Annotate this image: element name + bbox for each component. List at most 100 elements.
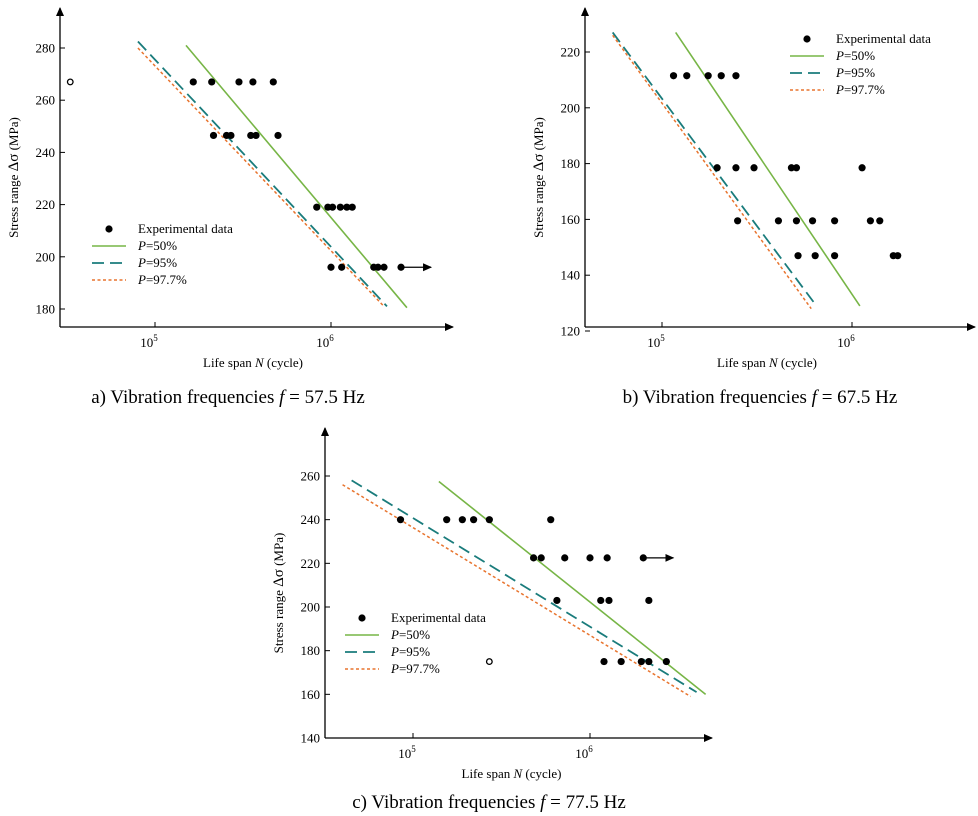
y-tick-label: 260 (36, 93, 56, 108)
data-point (683, 72, 691, 80)
legend-label-p50: P=50% (835, 48, 875, 63)
legend-label-experimental: Experimental data (138, 221, 233, 236)
data-point (209, 131, 218, 140)
p95-line (351, 479, 698, 693)
data-point (537, 554, 545, 562)
data-point (787, 164, 796, 172)
y-tick-label: 160 (301, 687, 321, 702)
data-point (252, 131, 260, 140)
data-point (269, 78, 277, 86)
data-point (645, 596, 653, 605)
data-point (717, 72, 725, 80)
data-point (713, 164, 721, 172)
legend-label-p977: P=97.7% (390, 661, 440, 676)
data-point (794, 252, 802, 260)
legend: Experimental data P=50% P=95% P=97.7% (345, 610, 486, 676)
y-tick-label: 180 (36, 302, 56, 317)
y-axis-label: Stress range Δσ (MPa) (6, 117, 22, 238)
data-point (327, 263, 335, 271)
y-tick-label: 160 (561, 212, 581, 227)
data-point (894, 252, 902, 260)
y-tick-label: 200 (36, 249, 56, 264)
data-point (662, 657, 670, 666)
y-tick-label: 240 (301, 512, 321, 527)
data-point (336, 203, 344, 211)
y-tick-label: 260 (301, 469, 321, 484)
data-point (458, 516, 466, 524)
legend-label-p95: P=95% (835, 65, 875, 80)
legend-label-p50: P=50% (137, 238, 177, 253)
data-point (669, 72, 678, 80)
data-point (637, 657, 645, 666)
data-point (774, 217, 783, 225)
legend-label-p50: P=50% (390, 627, 430, 642)
chart-caption: c) Vibration frequencies f = 77.5 Hz (352, 792, 626, 813)
legend-label-p977: P=97.7% (835, 82, 885, 97)
data-point (328, 203, 337, 211)
data-point (605, 596, 613, 605)
data-point (831, 217, 839, 225)
data-point (617, 657, 625, 666)
data-point (374, 263, 382, 271)
data-point (704, 72, 712, 80)
x-axis-label: Life span N (cycle) (717, 355, 817, 370)
legend-marker-experimental (105, 225, 113, 233)
chart-caption: a) Vibration frequencies f = 57.5 Hz (91, 387, 365, 408)
data-point (396, 516, 405, 524)
x-tick-label: 106 (837, 333, 855, 350)
y-tick-label: 180 (301, 643, 321, 658)
legend-marker-experimental (803, 35, 811, 43)
data-point (645, 657, 653, 666)
p95-line (137, 40, 388, 308)
x-tick-label: 106 (575, 744, 593, 761)
data-point (189, 78, 197, 86)
data-point (247, 131, 255, 140)
p977-line (137, 47, 385, 307)
chart-caption: b) Vibration frequencies f = 67.5 Hz (623, 387, 898, 408)
data-point (600, 657, 608, 666)
x-tick-label: 105 (398, 744, 416, 761)
y-tick-label: 240 (36, 145, 56, 160)
data-point (380, 263, 388, 271)
y-tick-label: 180 (561, 156, 581, 171)
data-point (470, 516, 478, 524)
data-point (348, 203, 356, 211)
data-point (338, 263, 346, 271)
data-point (227, 131, 235, 140)
y-tick-label: 220 (561, 45, 581, 60)
data-point (597, 596, 605, 605)
y-tick-label: 200 (561, 100, 581, 115)
data-point (792, 164, 801, 172)
x-tick-label: 105 (140, 333, 158, 350)
legend: Experimental data P=50% P=95% P=97.7% (92, 221, 233, 287)
chart-b: 120 140 160 180 200 220 105 106 Life span N (cyc… (531, 7, 976, 408)
y-tick-label: 120 (561, 324, 581, 339)
data-point (443, 516, 451, 524)
data-point (603, 554, 611, 562)
open-data-point (485, 658, 493, 666)
x-tick-label: 106 (316, 333, 334, 350)
y-tick-label: 220 (301, 556, 321, 571)
data-point (553, 596, 561, 605)
chart-c: 140 160 180 200 220 240 260 105 106 Life span N (… (271, 427, 713, 813)
data-point (732, 72, 740, 80)
data-point (858, 164, 866, 172)
data-point (235, 78, 243, 86)
p50-line (438, 480, 707, 695)
data-point (561, 554, 569, 562)
data-point (249, 78, 257, 86)
legend-label-p95: P=95% (390, 644, 430, 659)
y-tick-label: 140 (301, 731, 321, 746)
y-tick-label: 200 (301, 600, 321, 615)
y-axis-label: Stress range Δσ (MPa) (271, 533, 287, 654)
data-point (529, 554, 538, 562)
y-tick-label: 140 (561, 268, 581, 283)
x-tick-label: 105 (647, 333, 665, 350)
data-point (808, 217, 817, 225)
y-axis-label: Stress range Δσ (MPa) (531, 117, 547, 238)
data-point (792, 217, 801, 225)
p50-line (185, 44, 408, 309)
data-point (732, 164, 740, 172)
data-point (313, 203, 321, 211)
